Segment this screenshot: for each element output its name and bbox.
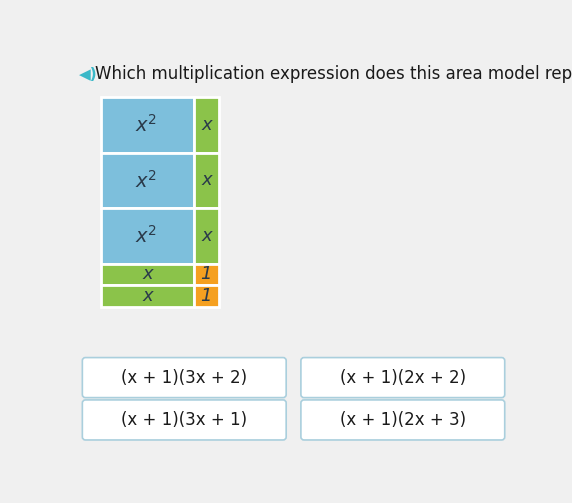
Text: x: x <box>201 227 212 245</box>
Bar <box>101 208 194 264</box>
Text: (x + 1)(3x + 2): (x + 1)(3x + 2) <box>121 369 247 387</box>
Text: $x^2$: $x^2$ <box>135 170 157 192</box>
Text: x: x <box>142 287 153 305</box>
Bar <box>194 97 219 153</box>
Bar <box>101 264 194 285</box>
Text: Which multiplication expression does this area model represent?: Which multiplication expression does thi… <box>95 65 572 83</box>
FancyBboxPatch shape <box>82 400 286 440</box>
Text: x: x <box>201 116 212 134</box>
Text: $x^2$: $x^2$ <box>135 225 157 247</box>
Text: (x + 1)(2x + 3): (x + 1)(2x + 3) <box>340 411 466 429</box>
Text: (x + 1)(2x + 2): (x + 1)(2x + 2) <box>340 369 466 387</box>
FancyBboxPatch shape <box>82 358 286 397</box>
FancyBboxPatch shape <box>301 400 505 440</box>
Bar <box>194 153 219 208</box>
Bar <box>101 153 194 208</box>
FancyBboxPatch shape <box>301 358 505 397</box>
Text: $x^2$: $x^2$ <box>135 114 157 136</box>
Bar <box>101 97 194 153</box>
Text: x: x <box>142 266 153 283</box>
Bar <box>194 264 219 285</box>
Text: ◀): ◀) <box>80 67 98 81</box>
Bar <box>101 285 194 307</box>
Text: 1: 1 <box>201 266 212 283</box>
Text: 1: 1 <box>201 287 212 305</box>
Bar <box>194 285 219 307</box>
Text: (x + 1)(3x + 1): (x + 1)(3x + 1) <box>121 411 247 429</box>
Bar <box>194 208 219 264</box>
Text: x: x <box>201 172 212 190</box>
